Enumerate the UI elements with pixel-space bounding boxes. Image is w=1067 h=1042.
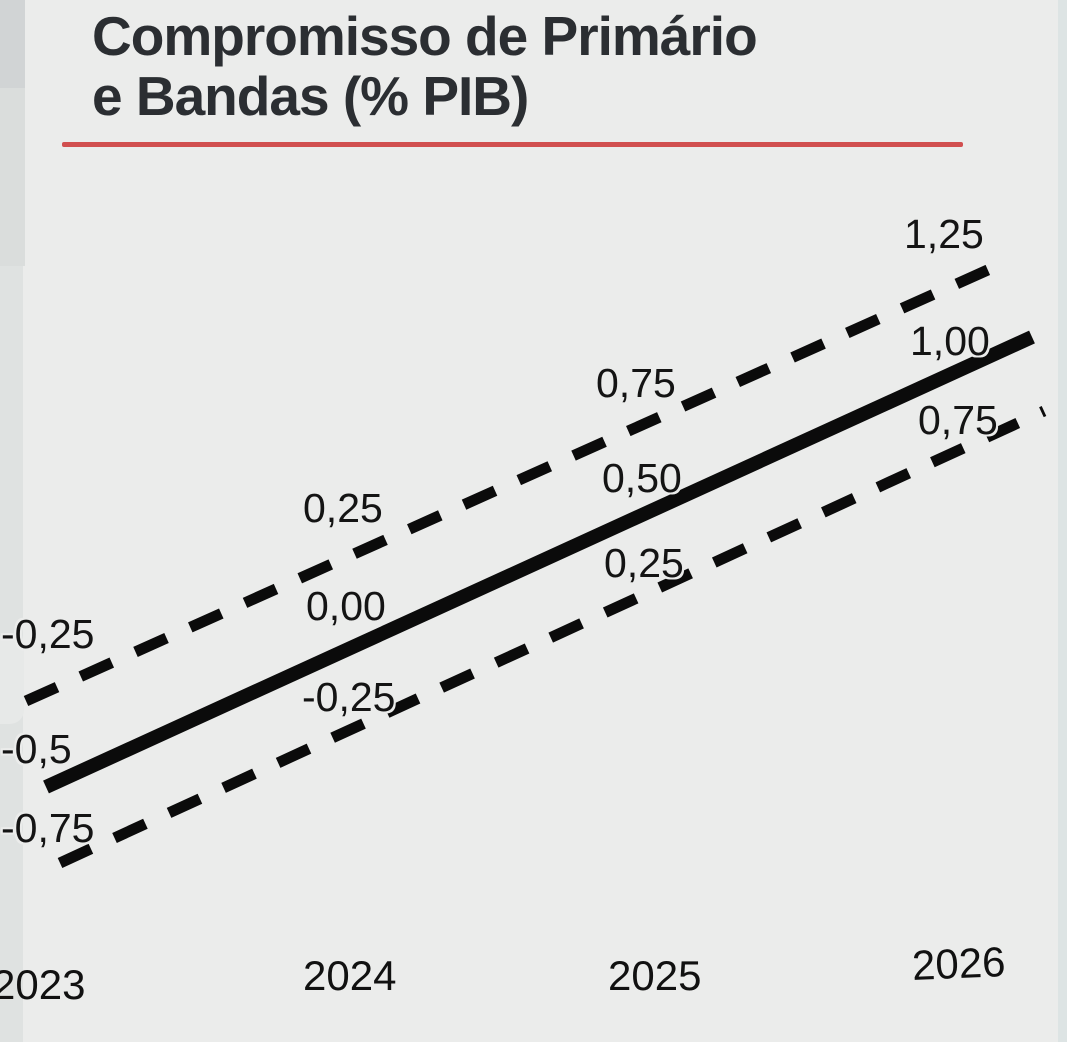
x-axis-label-2026: 2026 (910, 937, 1007, 990)
left-edge-highlight (0, 636, 24, 724)
value-label-center-2024: 0,00 (306, 583, 386, 629)
left-edge-segment (0, 88, 25, 266)
value-label-upper-2026: 1,25 (904, 211, 984, 257)
left-edge-artifact (0, 0, 25, 1042)
value-label-center-2023: -0,5 (1, 726, 72, 772)
chart-title-line2: e Bandas (% PIB) (92, 65, 529, 127)
right-edge-artifact (1058, 0, 1067, 1042)
value-label-upper-2023: -0,25 (1, 611, 95, 657)
value-label-upper-2024: 0,25 (303, 485, 383, 531)
lower-band-line (57, 406, 1047, 868)
x-axis-label-2025: 2025 (608, 952, 702, 999)
chart-title: Compromisso de Primário e Bandas (% PIB) (92, 5, 758, 127)
left-edge-segment (0, 0, 25, 88)
commitment-line (43, 330, 1035, 794)
value-label-center-2026: 1,00 (910, 318, 990, 364)
value-label-center-2025: 0,50 (602, 455, 682, 501)
value-label-lower-2025: 0,25 (604, 540, 684, 586)
x-axis-label-2024: 2024 (303, 952, 397, 999)
title-underline (62, 142, 963, 147)
value-label-upper-2025: 0,75 (596, 360, 676, 406)
value-label-lower-2024: -0,25 (302, 674, 396, 720)
value-label-lower-2026: 0,75 (918, 397, 998, 443)
upper-band-line (23, 254, 1013, 707)
chart-title-line1: Compromisso de Primário (92, 5, 758, 67)
value-label-lower-2023: -0,75 (1, 805, 95, 851)
x-axis-label-2023: 2023 (0, 961, 86, 1008)
